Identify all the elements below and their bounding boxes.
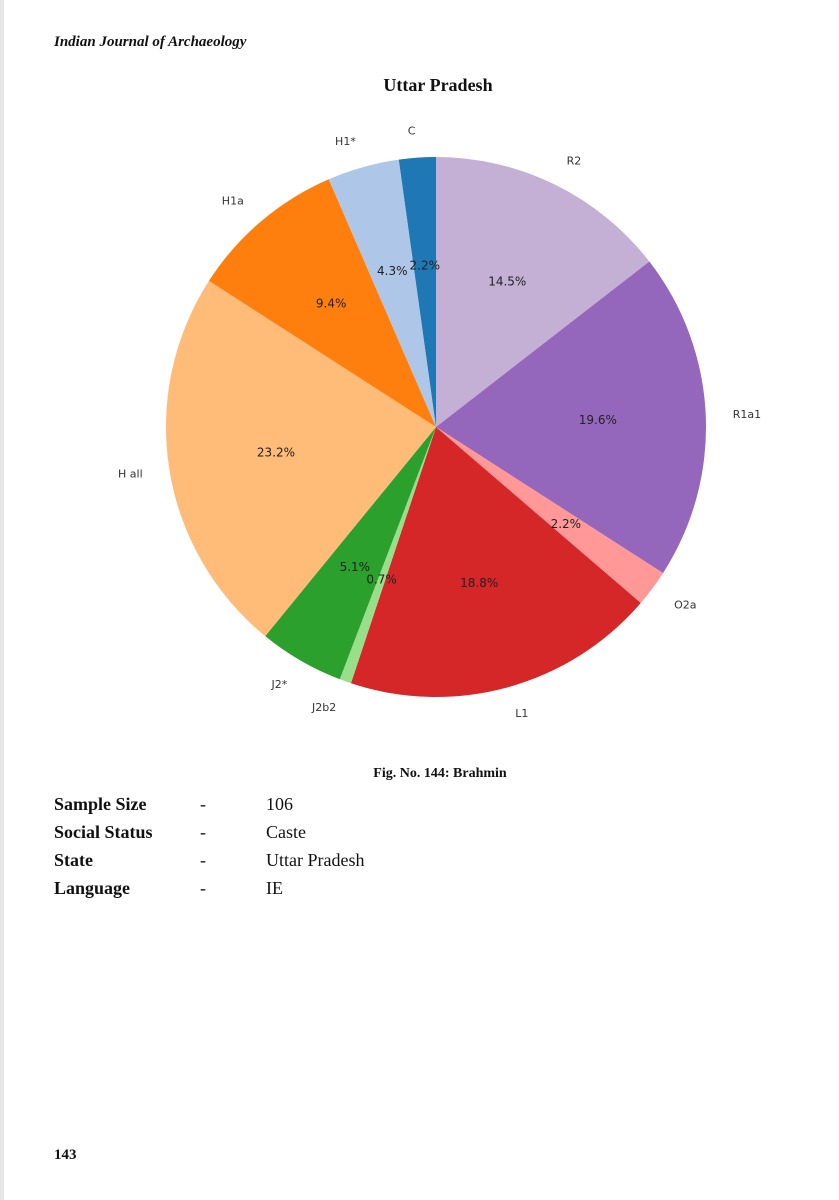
slice-category-label: J2b2 xyxy=(311,701,336,714)
pie-slice-j2 xyxy=(265,427,436,680)
slice-percent-label: 14.5% xyxy=(488,275,526,289)
slice-category-label: L1 xyxy=(515,707,528,720)
journal-header: Indian Journal of Archaeology xyxy=(54,34,247,50)
pie-slice-r2 xyxy=(436,157,650,427)
info-value: IE xyxy=(266,877,283,898)
info-label: Sample Size xyxy=(54,793,147,814)
slice-percent-label: 4.3% xyxy=(377,264,408,278)
figure-caption: Fig. No. 144: Brahmin xyxy=(373,766,507,781)
slice-percent-label: 9.4% xyxy=(316,296,347,310)
slice-category-label: O2a xyxy=(674,599,696,612)
info-value: Uttar Pradesh xyxy=(266,849,365,870)
pie-slice-hall xyxy=(165,280,436,637)
pie-labels: 14.5% R2 19.6% R1a1 2.2% O2a 18.8% L1 0.7% J2b2 5.… xyxy=(118,125,761,721)
info-label: Social Status xyxy=(54,821,153,842)
info-dash: - xyxy=(200,849,206,870)
info-dash: - xyxy=(200,793,206,814)
info-row: Language - IE xyxy=(54,874,364,902)
slice-category-label: R2 xyxy=(567,154,582,167)
pie-slice-j2b2 xyxy=(339,427,436,684)
pie-slice-c xyxy=(398,157,436,427)
slice-category-label: R1a1 xyxy=(733,408,761,421)
info-label: State xyxy=(54,849,93,870)
info-value: 106 xyxy=(266,793,293,814)
slice-percent-label: 19.6% xyxy=(579,413,617,427)
pie-slice-h1a xyxy=(208,179,436,427)
slice-percent-label: 2.2% xyxy=(410,258,441,272)
slice-percent-label: 0.7% xyxy=(366,573,397,587)
info-row: Sample Size - 106 xyxy=(54,790,364,818)
info-row: State - Uttar Pradesh xyxy=(54,846,364,874)
info-label: Language xyxy=(54,877,131,898)
slice-percent-label: 18.8% xyxy=(460,576,498,590)
slice-percent-label: 23.2% xyxy=(257,445,295,459)
pie-chart: Uttar Pradesh 14.5% R2 19.6% R1a1 2.2% O2a 18.… xyxy=(118,75,761,721)
pie-slice-r1a1 xyxy=(436,261,706,574)
slice-category-label: H all xyxy=(118,467,143,480)
slice-category-label: J2* xyxy=(270,678,287,691)
chart-title: Uttar Pradesh xyxy=(383,75,492,95)
info-row: Social Status - Caste xyxy=(54,818,364,846)
slice-category-label: H1a xyxy=(222,195,244,208)
page-edge xyxy=(0,0,4,1200)
pie-slice-l1 xyxy=(350,427,641,697)
info-value: Caste xyxy=(266,821,306,842)
info-table: Sample Size - 106 Social Status - Caste … xyxy=(54,790,364,902)
slice-category-label: C xyxy=(408,125,416,138)
pie-slice-o2a xyxy=(436,427,664,603)
pie-slice-h1 xyxy=(328,159,436,427)
slice-percent-label: 2.2% xyxy=(551,517,582,531)
info-dash: - xyxy=(200,877,206,898)
info-dash: - xyxy=(200,821,206,842)
page-number: 143 xyxy=(54,1147,77,1163)
slice-percent-label: 5.1% xyxy=(340,560,371,574)
slice-category-label: H1* xyxy=(335,135,356,148)
pie-slices xyxy=(165,157,706,697)
